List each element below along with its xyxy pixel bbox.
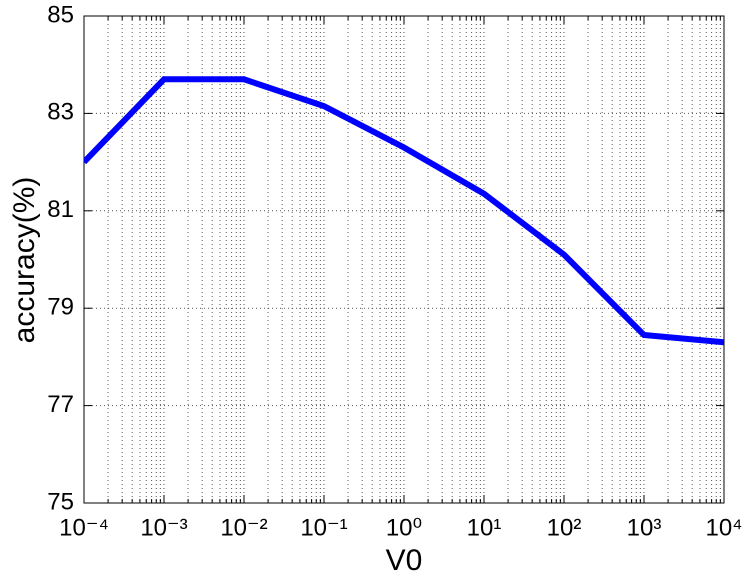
x-tick-label: 10⁻³ bbox=[140, 514, 187, 541]
x-tick-label: 10⁻² bbox=[220, 514, 267, 541]
y-tick-label: 77 bbox=[47, 391, 74, 418]
y-tick-label: 83 bbox=[47, 99, 74, 126]
y-tick-label: 79 bbox=[47, 294, 74, 321]
x-tick-label: 10¹ bbox=[467, 514, 502, 541]
data-line bbox=[84, 76, 724, 346]
x-axis-label: V0 bbox=[386, 544, 423, 577]
x-tick-label: 10⁴ bbox=[705, 514, 742, 541]
x-tick-label: 10³ bbox=[627, 514, 662, 541]
x-tick-label: 10⁻¹ bbox=[300, 514, 347, 541]
y-tick-label: 85 bbox=[47, 1, 74, 28]
y-axis-label: accuracy(%) bbox=[8, 177, 41, 344]
y-tick-label: 81 bbox=[47, 196, 74, 223]
x-tick-label: 10⁰ bbox=[386, 514, 422, 541]
x-tick-label: 10² bbox=[547, 514, 582, 541]
y-tick-label: 75 bbox=[47, 488, 74, 515]
plot-frame bbox=[83, 15, 725, 504]
x-tick-label: 10⁻⁴ bbox=[59, 514, 109, 541]
